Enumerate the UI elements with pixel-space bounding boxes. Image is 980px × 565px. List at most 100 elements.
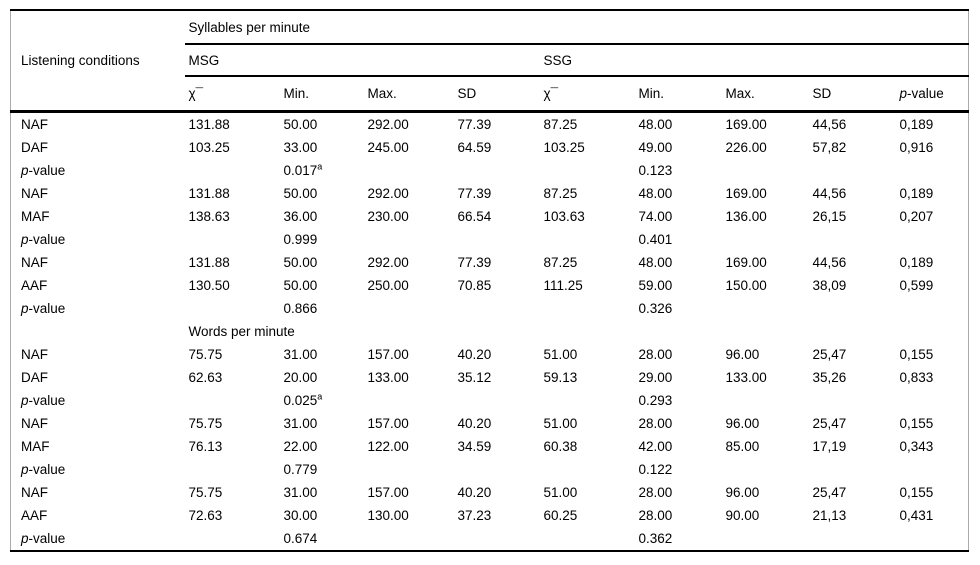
data-cell: 0.017a — [280, 159, 364, 182]
cell-text: 169.00 — [725, 255, 767, 270]
cell-text: 136.00 — [725, 209, 767, 224]
data-cell: 64.59 — [454, 136, 540, 159]
data-cell — [896, 297, 969, 320]
cell-text: 96.00 — [725, 347, 760, 362]
data-cell: 44,56 — [809, 112, 896, 137]
cell-text: DAF — [21, 140, 48, 155]
cell-text: 49.00 — [638, 140, 673, 155]
cell-text: χ¯ — [188, 86, 204, 101]
cell-text: 0,155 — [899, 347, 934, 362]
cell-text: 25,47 — [812, 347, 847, 362]
data-cell: 96.00 — [722, 412, 809, 435]
row-header-label: Listening conditions — [21, 53, 140, 68]
data-cell: 0.123 — [635, 159, 722, 182]
group-label-cell: SSG — [539, 44, 969, 77]
data-cell: 133.00 — [722, 366, 809, 389]
data-cell: 0.025a — [280, 389, 364, 412]
cell-text: 87.25 — [543, 186, 578, 201]
cell-text: -value — [28, 163, 66, 178]
data-cell: 28.00 — [635, 412, 722, 435]
data-cell: 44,56 — [809, 182, 896, 205]
data-cell — [809, 159, 896, 182]
row-label-cell: DAF — [11, 136, 185, 159]
data-cell: 40.20 — [454, 481, 540, 504]
data-cell — [722, 458, 809, 481]
data-cell: 292.00 — [364, 112, 454, 137]
data-cell: 136.00 — [722, 205, 809, 228]
data-cell: 75.75 — [185, 481, 280, 504]
data-cell: 245.00 — [364, 136, 454, 159]
cell-text: 20.00 — [283, 370, 318, 385]
column-header-cell: SD — [808, 76, 896, 113]
data-cell — [185, 458, 280, 481]
data-cell — [722, 297, 809, 320]
cell-text: 292.00 — [367, 255, 409, 270]
cell-text: NAF — [21, 255, 48, 270]
data-cell — [364, 297, 454, 320]
group-label: SSG — [543, 52, 573, 68]
cell-text: 26,15 — [812, 209, 847, 224]
cell-text: 226.00 — [725, 140, 767, 155]
cell-text: 77.39 — [457, 255, 492, 270]
column-header-cell: Min. — [279, 76, 364, 113]
cell-text: 250.00 — [367, 278, 409, 293]
cell-text: 0,431 — [899, 508, 934, 523]
cell-text: 33.00 — [283, 140, 318, 155]
data-cell — [364, 527, 454, 551]
data-cell: 50.00 — [280, 182, 364, 205]
data-cell: 20.00 — [280, 366, 364, 389]
cell-text: 77.39 — [457, 186, 492, 201]
row-label-cell: p-value — [11, 159, 185, 182]
cell-text: 0.123 — [638, 163, 673, 178]
cell-text: 87.25 — [543, 255, 578, 270]
cell-text: 169.00 — [725, 186, 767, 201]
cell-text: χ¯ — [543, 86, 559, 101]
table-row: MAF 76.13 22.00 122.00 34.59 60.38 42.00 85.00 1… — [11, 435, 969, 458]
cell-text: -value — [28, 232, 66, 247]
cell-text: 28.00 — [638, 347, 673, 362]
cell-text: 22.00 — [283, 439, 318, 454]
cell-text: 292.00 — [367, 186, 409, 201]
cell-text: 0.293 — [638, 393, 673, 408]
data-cell: 0.122 — [635, 458, 722, 481]
data-cell — [722, 389, 809, 412]
cell-text: NAF — [21, 416, 48, 431]
data-cell: 33.00 — [280, 136, 364, 159]
table-row: NAF 131.88 50.00 292.00 77.39 87.25 48.00 169.0… — [11, 112, 969, 137]
data-cell — [364, 159, 454, 182]
span-title-label: Syllables per minute — [188, 19, 311, 35]
data-cell — [540, 389, 635, 412]
cell-text: 75.75 — [188, 416, 223, 431]
data-cell: 131.88 — [185, 112, 280, 137]
data-cell: 250.00 — [364, 274, 454, 297]
cell-text: 75.75 — [188, 485, 223, 500]
cell-text: NAF — [21, 186, 48, 201]
cell-text: 0,916 — [899, 140, 934, 155]
cell-text: 29.00 — [638, 370, 673, 385]
data-cell: 77.39 — [454, 251, 540, 274]
table-row: MAF 138.63 36.00 230.00 66.54 103.63 74.00 136.… — [11, 205, 969, 228]
cell-text: -value — [28, 301, 66, 316]
data-cell: 40.20 — [454, 343, 540, 366]
data-cell: 30.00 — [280, 504, 364, 527]
cell-text: 76.13 — [188, 439, 223, 454]
data-cell: 0.779 — [280, 458, 364, 481]
cell-text: 48.00 — [638, 255, 673, 270]
data-cell: 0,189 — [896, 112, 969, 137]
cell-text: 31.00 — [283, 416, 318, 431]
footnote-marker: a — [317, 391, 323, 402]
cell-text: 138.63 — [188, 209, 230, 224]
data-cell: 44,56 — [809, 251, 896, 274]
data-cell — [809, 297, 896, 320]
data-cell: 230.00 — [364, 205, 454, 228]
data-cell: 51.00 — [540, 412, 635, 435]
data-cell: 130.00 — [364, 504, 454, 527]
cell-text: 51.00 — [543, 416, 578, 431]
data-cell: 0,189 — [896, 251, 969, 274]
cell-text: 0,343 — [899, 439, 934, 454]
cell-text: 74.00 — [638, 209, 673, 224]
cell-text: 157.00 — [367, 485, 409, 500]
row-label-cell: NAF — [11, 481, 185, 504]
cell-text: -value — [28, 462, 66, 477]
title-row: Listening conditions Syllables per minut… — [10, 10, 969, 113]
